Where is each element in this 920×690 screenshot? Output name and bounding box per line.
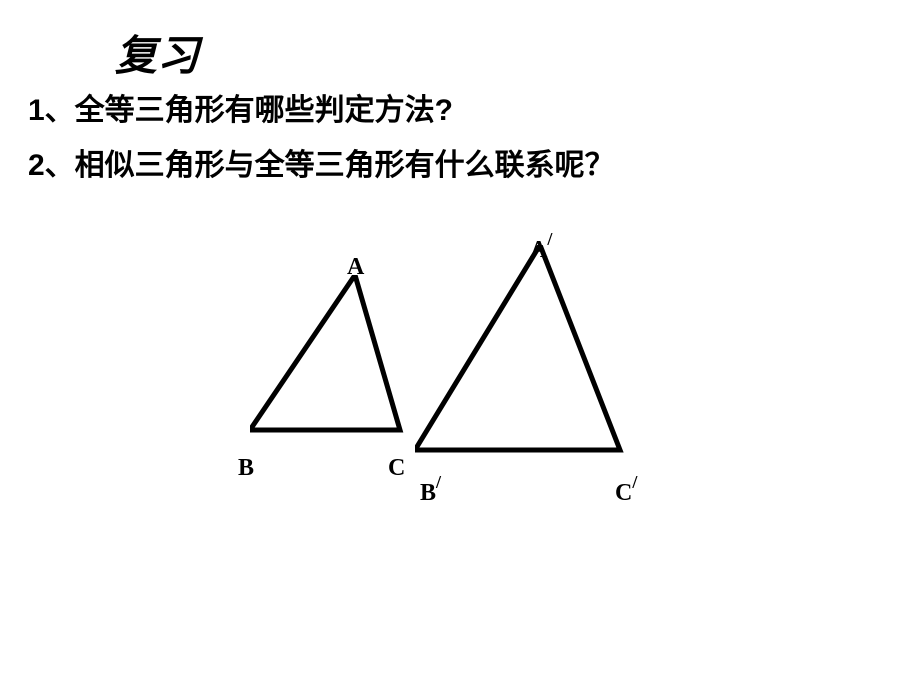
label-c: C	[388, 455, 405, 482]
label-b: B	[238, 455, 254, 482]
label-c-prime-mark: /	[632, 472, 637, 492]
question-1: 1、全等三角形有哪些判定方法?	[28, 85, 453, 129]
label-a-prime: A/	[530, 232, 552, 264]
label-b-prime-text: B	[420, 480, 436, 506]
triangle-small-svg	[250, 275, 410, 440]
triangle-large	[415, 245, 630, 465]
label-a-text: A	[347, 254, 364, 280]
label-b-text: B	[238, 455, 254, 481]
question-2: 2、相似三角形与全等三角形有什么联系呢？	[28, 140, 615, 184]
label-a-prime-mark: /	[547, 229, 552, 249]
triangle-small	[250, 275, 410, 445]
triangle-large-shape	[415, 245, 620, 450]
page-title: 复习	[115, 22, 199, 83]
label-c-text: C	[388, 455, 405, 481]
label-a: A	[347, 254, 364, 281]
triangle-small-shape	[250, 275, 400, 430]
triangle-large-svg	[415, 245, 630, 460]
label-c-prime-text: C	[615, 480, 632, 506]
label-b-prime-mark: /	[436, 472, 441, 492]
triangles-diagram: A B C A/ B/ C/	[230, 230, 690, 510]
label-a-prime-text: A	[530, 237, 547, 263]
label-c-prime: C/	[615, 475, 637, 507]
label-b-prime: B/	[420, 475, 441, 507]
